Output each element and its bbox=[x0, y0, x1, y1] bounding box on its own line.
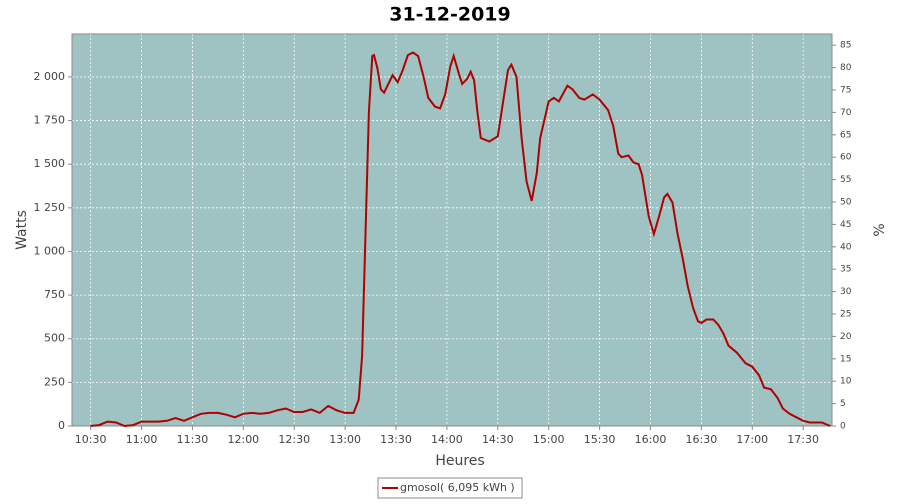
series-line bbox=[90, 51, 831, 428]
y2-tick-label: 20 bbox=[840, 332, 852, 342]
y2-tick-label: 45 bbox=[840, 220, 851, 230]
y-tick-label: 2 000 bbox=[34, 70, 66, 83]
y-tick-label: 250 bbox=[44, 375, 65, 388]
y2-axis-label: % bbox=[872, 223, 888, 236]
x-tick-label: 11:30 bbox=[177, 433, 209, 446]
legend-box bbox=[377, 477, 523, 499]
y2-tick-label: 65 bbox=[840, 130, 851, 140]
y2-tick-label: 25 bbox=[840, 310, 851, 320]
y2-tick-label: 35 bbox=[840, 265, 851, 275]
y2-tick-label: 5 bbox=[840, 399, 846, 409]
y2-tick-label: 50 bbox=[840, 198, 852, 208]
plot-background bbox=[72, 34, 832, 426]
x-tick-label: 15:00 bbox=[533, 433, 565, 446]
y-tick-label: 1 750 bbox=[34, 114, 66, 127]
plot-border bbox=[71, 33, 833, 427]
y2-tick-label: 10 bbox=[840, 377, 852, 387]
x-tick-label: 16:30 bbox=[686, 433, 718, 446]
y2-tick-label: 0 bbox=[840, 422, 846, 432]
x-tick-label: 12:00 bbox=[227, 433, 259, 446]
y2-tick-label: 70 bbox=[840, 108, 852, 118]
x-tick-label: 13:00 bbox=[329, 433, 361, 446]
y2-tick-label: 15 bbox=[840, 354, 851, 364]
y2-tick-label: 85 bbox=[840, 41, 851, 51]
x-tick-label: 11:00 bbox=[126, 433, 158, 446]
x-tick-label: 13:30 bbox=[380, 433, 412, 446]
x-axis-label: Heures bbox=[435, 453, 484, 469]
y2-tick-label: 75 bbox=[840, 86, 851, 96]
y-tick-label: 1 250 bbox=[34, 201, 66, 214]
x-tick-label: 10:30 bbox=[75, 433, 107, 446]
chart-title: 31-12-2019 bbox=[389, 4, 511, 26]
legend-label: gmosol( 6,095 kWh ) bbox=[400, 481, 515, 494]
x-tick-label: 16:00 bbox=[635, 433, 667, 446]
x-tick-label: 17:00 bbox=[736, 433, 768, 446]
x-tick-label: 15:30 bbox=[584, 433, 616, 446]
y-tick-label: 1 000 bbox=[34, 244, 66, 257]
x-tick-label: 12:30 bbox=[278, 433, 310, 446]
y-tick-label: 0 bbox=[58, 419, 65, 432]
y2-tick-label: 40 bbox=[840, 242, 852, 252]
x-tick-label: 14:00 bbox=[431, 433, 463, 446]
y2-tick-label: 80 bbox=[840, 63, 852, 73]
y2-tick-label: 55 bbox=[840, 175, 851, 185]
x-tick-label: 17:30 bbox=[787, 433, 819, 446]
x-tick-label: 14:30 bbox=[482, 433, 514, 446]
y-tick-label: 1 500 bbox=[34, 157, 66, 170]
y2-tick-label: 60 bbox=[840, 153, 852, 163]
y-axis-label: Watts bbox=[14, 210, 30, 250]
y-tick-label: 500 bbox=[44, 332, 65, 345]
y-tick-label: 750 bbox=[44, 288, 65, 301]
y2-tick-label: 30 bbox=[840, 287, 852, 297]
